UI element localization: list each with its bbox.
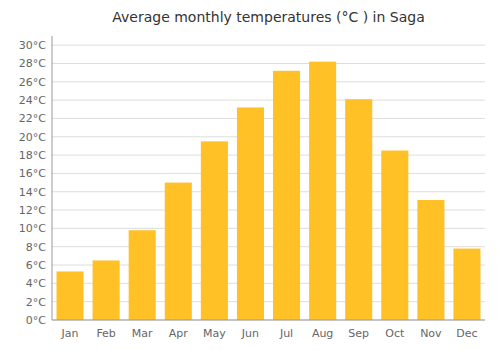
bar (273, 71, 300, 320)
grid-line (52, 191, 485, 192)
grid-line (52, 118, 485, 119)
y-tick-label: 20°C (19, 131, 46, 144)
grid-line (52, 173, 485, 174)
x-tick-label: Sep (348, 327, 369, 340)
y-tick-label: 28°C (19, 57, 46, 70)
bar (201, 141, 228, 320)
grid-line (52, 63, 485, 64)
title: Average monthly temperatures (°C ) in Sa… (112, 9, 425, 25)
bar (453, 249, 480, 320)
bar (57, 271, 84, 320)
y-tick-label: 30°C (19, 39, 46, 52)
bar (345, 99, 372, 320)
x-tick-label: Jan (61, 327, 79, 340)
bar (165, 183, 192, 320)
bars (57, 62, 481, 320)
grid-line (52, 155, 485, 156)
grid-line (52, 100, 485, 101)
y-tick-label: 10°C (19, 222, 46, 235)
grid-line (52, 45, 485, 46)
y-tick-label: 6°C (26, 259, 46, 272)
y-tick-label: 2°C (26, 296, 46, 309)
y-tick-label: 18°C (19, 149, 46, 162)
bar (381, 151, 408, 320)
y-tick-label: 12°C (19, 204, 46, 217)
y-tick-label: 8°C (26, 241, 46, 254)
chart: Average monthly temperatures (°C ) in Sa… (0, 0, 500, 350)
bar (417, 200, 444, 320)
bar (129, 230, 156, 320)
x-tick-label: Apr (169, 327, 189, 340)
y-tick-label: 26°C (19, 76, 46, 89)
y-tick-label: 24°C (19, 94, 46, 107)
x-tick-label: Oct (385, 327, 405, 340)
y-tick-label: 0°C (26, 314, 46, 327)
x-tick-label: Nov (420, 327, 442, 340)
x-tick-label: Jul (279, 327, 293, 340)
y-tick-label: 14°C (19, 186, 46, 199)
bar (93, 260, 120, 320)
y-axis: 0°C 2°C 4°C 6°C 8°C 10°C 12°C 14°C 16°C 18°C 20°C 2… (19, 39, 485, 327)
grid-line (52, 320, 485, 321)
x-axis: Jan Feb Mar Apr May Jun Jul Aug Sep Oct Nov Dec (61, 327, 478, 340)
y-tick-label: 4°C (26, 277, 46, 290)
x-tick-label: May (203, 327, 226, 340)
grid-line (52, 81, 485, 82)
x-tick-label: Mar (132, 327, 153, 340)
bar (309, 62, 336, 320)
x-tick-label: Feb (96, 327, 115, 340)
grid-line (52, 136, 485, 137)
y-tick-label: 22°C (19, 112, 46, 125)
x-tick-label: Dec (456, 327, 477, 340)
x-tick-label: Jun (241, 327, 259, 340)
x-axis-line (52, 320, 485, 321)
x-tick-label: Aug (312, 327, 333, 340)
y-axis-line (52, 36, 53, 320)
y-tick-label: 16°C (19, 167, 46, 180)
bar (237, 107, 264, 320)
